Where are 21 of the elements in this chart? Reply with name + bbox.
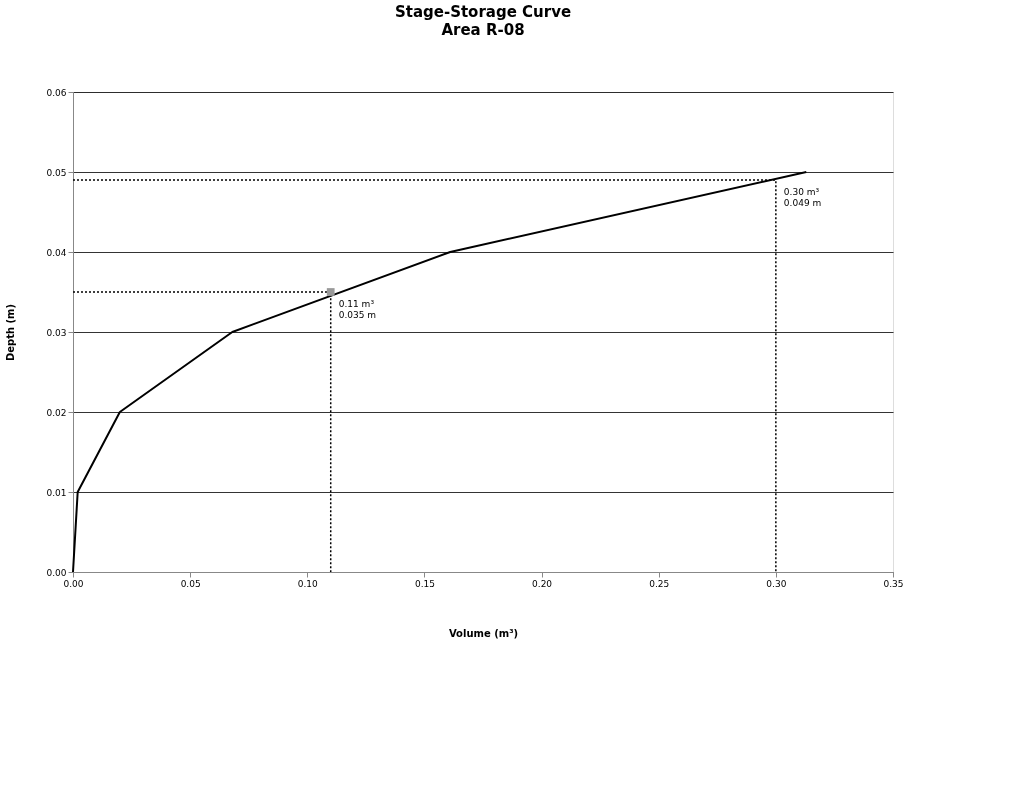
y-tick-label: 0.06 bbox=[46, 87, 67, 98]
x-tick-label: 0.25 bbox=[649, 578, 670, 589]
y-axis-title: Depth (m) bbox=[5, 303, 17, 362]
x-axis-title: Volume (m³) bbox=[448, 627, 519, 639]
y-tick-label: 0.03 bbox=[46, 327, 67, 338]
y-tick-label: 0.00 bbox=[46, 567, 67, 578]
x-tick-label: 0.20 bbox=[532, 578, 553, 589]
x-tick-label: 0.05 bbox=[180, 578, 201, 589]
x-tick-label: 0.35 bbox=[883, 578, 904, 589]
annotation: 0.11 m³ 0.035 m bbox=[338, 299, 377, 320]
y-tick-label: 0.04 bbox=[46, 247, 67, 258]
x-tick-label: 0.15 bbox=[414, 578, 435, 589]
y-tick-label: 0.05 bbox=[46, 167, 67, 178]
chart-subtitle: Area R-08 bbox=[441, 21, 525, 39]
x-tick-label: 0.00 bbox=[63, 578, 84, 589]
chart-title: Stage-Storage Curve bbox=[394, 3, 572, 21]
x-tick-label: 0.10 bbox=[297, 578, 319, 589]
annotation: 0.30 m³ 0.049 m bbox=[783, 187, 822, 208]
y-tick-label: 0.01 bbox=[46, 487, 67, 498]
x-tick-label: 0.30 bbox=[766, 578, 787, 589]
y-tick-label: 0.02 bbox=[46, 407, 67, 418]
